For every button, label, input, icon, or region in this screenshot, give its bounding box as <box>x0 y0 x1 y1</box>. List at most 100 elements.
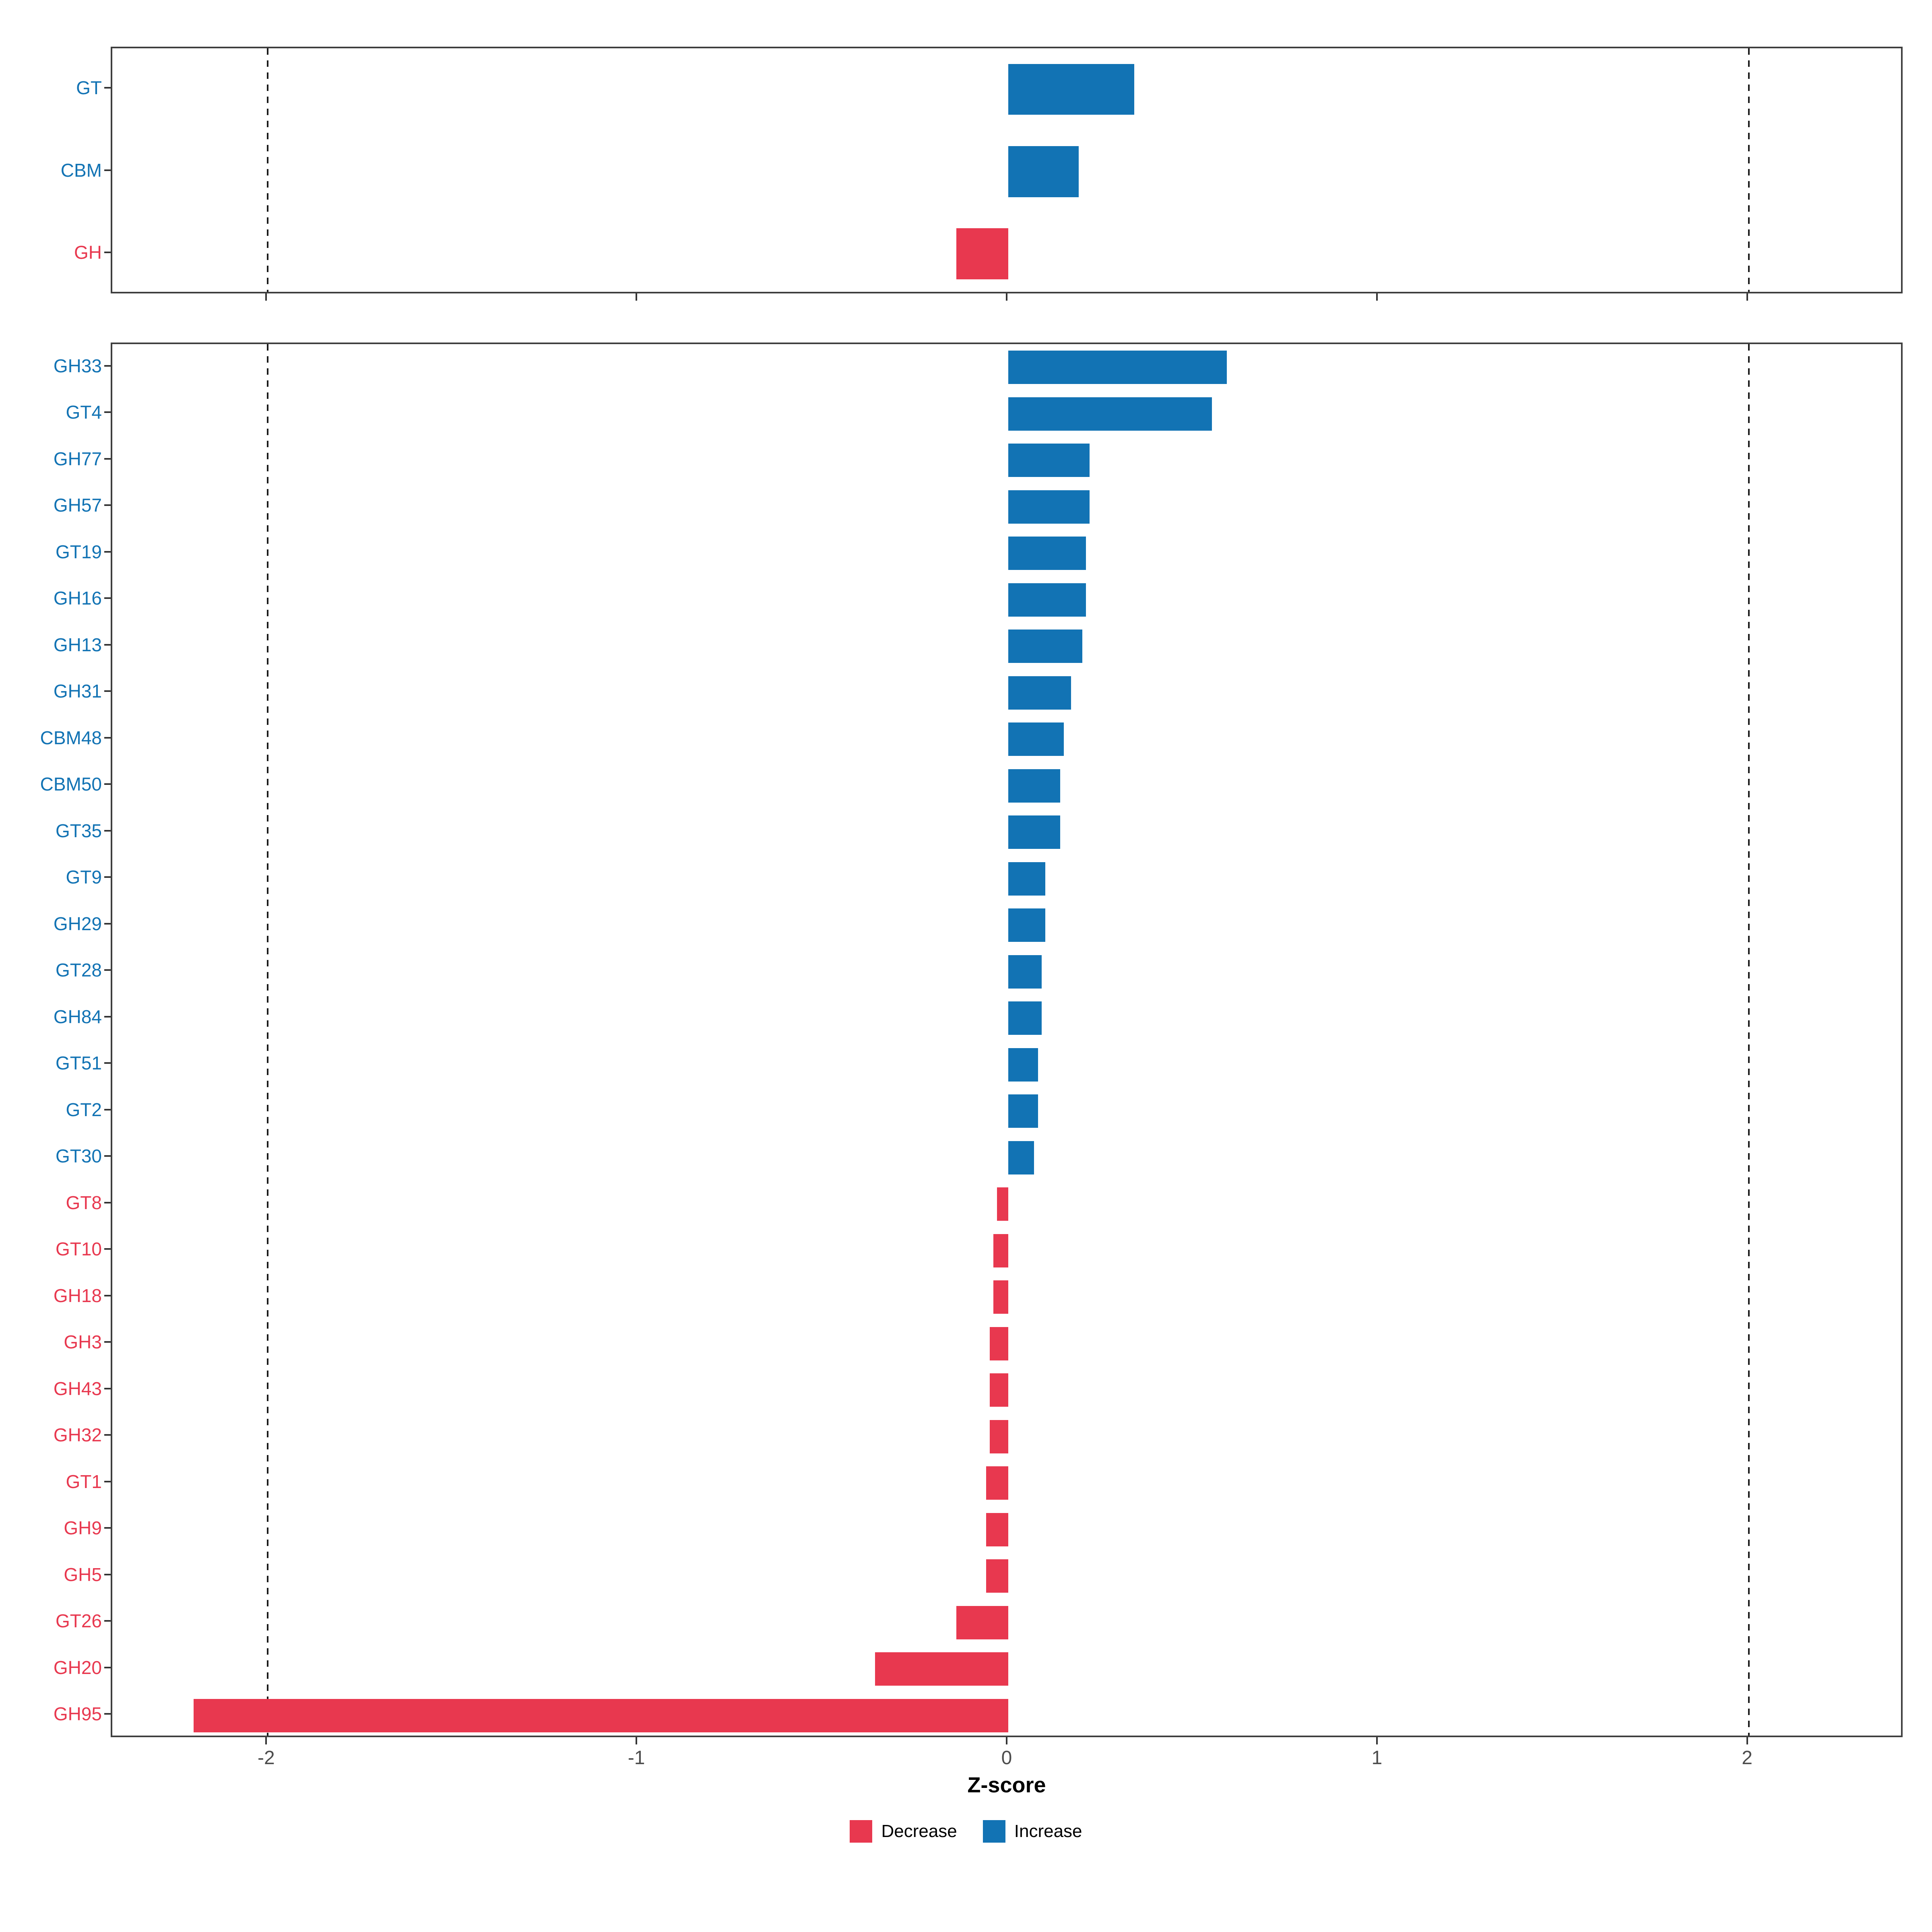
panel-families <box>111 47 1903 293</box>
bar-GH20 <box>875 1652 1008 1686</box>
x-tick-label: 0 <box>1001 1747 1012 1769</box>
category-label-CBM48: CBM48 <box>40 727 102 748</box>
x-axis-tick <box>265 1737 267 1744</box>
category-label-GH77: GH77 <box>53 448 102 469</box>
dashed-guideline <box>1748 344 1750 1736</box>
bar-GH33 <box>1008 351 1227 384</box>
category-label-GH33: GH33 <box>53 355 102 376</box>
bar-GH18 <box>993 1280 1008 1314</box>
category-label-GH9: GH9 <box>64 1517 102 1539</box>
bar-GH16 <box>1008 583 1086 617</box>
y-axis-tick <box>104 1713 111 1715</box>
y-axis-tick <box>104 1387 111 1389</box>
x-tick-label: -2 <box>257 1747 275 1769</box>
y-axis-tick <box>104 87 111 89</box>
category-label-GH13: GH13 <box>53 634 102 655</box>
bar-GT30 <box>1008 1141 1034 1174</box>
category-label-GT1: GT1 <box>66 1471 102 1492</box>
legend-item-decrease: Decrease <box>850 1820 957 1843</box>
category-label-GH57: GH57 <box>53 495 102 516</box>
bar-GT <box>1008 64 1134 115</box>
bar-GH95 <box>194 1699 1008 1732</box>
category-label-GH43: GH43 <box>53 1378 102 1399</box>
legend-label: Decrease <box>881 1821 957 1841</box>
category-label-GH31: GH31 <box>53 681 102 702</box>
category-label-GT30: GT30 <box>55 1146 102 1167</box>
category-label-GH84: GH84 <box>53 1006 102 1027</box>
y-axis-tick <box>104 169 111 171</box>
bar-GT2 <box>1008 1094 1038 1128</box>
y-axis-tick <box>104 644 111 646</box>
bar-GH31 <box>1008 676 1071 710</box>
category-label-GH32: GH32 <box>53 1424 102 1446</box>
x-axis-tick <box>1376 1737 1378 1744</box>
y-axis-tick <box>104 251 111 253</box>
y-axis-tick <box>104 783 111 785</box>
legend-label: Increase <box>1014 1821 1082 1841</box>
y-axis-tick <box>104 1155 111 1157</box>
bar-GH84 <box>1008 1001 1042 1035</box>
y-axis-tick <box>104 923 111 925</box>
bar-GT26 <box>956 1606 1008 1639</box>
bar-GT1 <box>986 1466 1008 1500</box>
x-tick-label: 2 <box>1742 1747 1752 1769</box>
y-axis-tick <box>104 365 111 367</box>
category-label-GT35: GT35 <box>55 820 102 841</box>
category-label-GH3: GH3 <box>64 1331 102 1353</box>
bar-GT35 <box>1008 815 1060 849</box>
category-label-GH: GH <box>74 242 102 263</box>
y-axis-tick <box>104 1294 111 1296</box>
bar-GT10 <box>993 1234 1008 1267</box>
y-axis-tick <box>104 1480 111 1482</box>
category-label-GT4: GT4 <box>66 402 102 423</box>
category-label-GT28: GT28 <box>55 960 102 981</box>
y-axis-tick <box>104 1341 111 1343</box>
y-axis-tick <box>104 458 111 460</box>
dashed-guideline <box>267 48 269 292</box>
y-axis-tick <box>104 969 111 971</box>
bar-GT28 <box>1008 955 1042 989</box>
bar-GH9 <box>986 1513 1008 1546</box>
y-axis-tick <box>104 690 111 692</box>
legend: Decrease Increase <box>0 1820 1932 1843</box>
category-label-GH5: GH5 <box>64 1564 102 1585</box>
bar-GH5 <box>986 1559 1008 1593</box>
x-axis-tick <box>636 1737 638 1744</box>
y-axis-tick <box>104 1573 111 1575</box>
y-axis-tick <box>104 1201 111 1203</box>
x-axis-tick <box>1746 293 1748 301</box>
bar-CBM48 <box>1008 722 1064 756</box>
category-label-GT8: GT8 <box>66 1192 102 1213</box>
x-axis-tick <box>265 293 267 301</box>
y-axis-tick <box>104 1620 111 1622</box>
y-axis-tick <box>104 597 111 599</box>
category-label-GT10: GT10 <box>55 1238 102 1260</box>
y-axis-tick <box>104 737 111 739</box>
category-label-GH20: GH20 <box>53 1657 102 1678</box>
y-axis-tick <box>104 411 111 413</box>
x-tick-label: -1 <box>627 1747 645 1769</box>
dashed-guideline <box>1748 48 1750 292</box>
category-label-GT26: GT26 <box>55 1610 102 1632</box>
bar-GH57 <box>1008 490 1090 524</box>
legend-swatch <box>983 1820 1005 1843</box>
category-label-GH95: GH95 <box>53 1703 102 1725</box>
bar-GH77 <box>1008 444 1090 477</box>
x-axis-tick <box>1006 293 1007 301</box>
category-label-GH18: GH18 <box>53 1285 102 1306</box>
y-axis-tick <box>104 1108 111 1110</box>
category-label-GT19: GT19 <box>55 541 102 562</box>
bar-GH43 <box>990 1373 1008 1407</box>
bar-GH32 <box>990 1420 1008 1453</box>
x-axis-title: Z-score <box>967 1773 1046 1797</box>
bar-GH3 <box>990 1327 1008 1360</box>
bar-GT19 <box>1008 537 1086 570</box>
category-label-GT51: GT51 <box>55 1053 102 1074</box>
bar-GT4 <box>1008 397 1212 431</box>
bar-GH13 <box>1008 630 1082 663</box>
dashed-guideline <box>267 344 269 1736</box>
y-axis-tick <box>104 504 111 506</box>
y-axis-tick <box>104 1248 111 1250</box>
category-label-GT2: GT2 <box>66 1099 102 1120</box>
